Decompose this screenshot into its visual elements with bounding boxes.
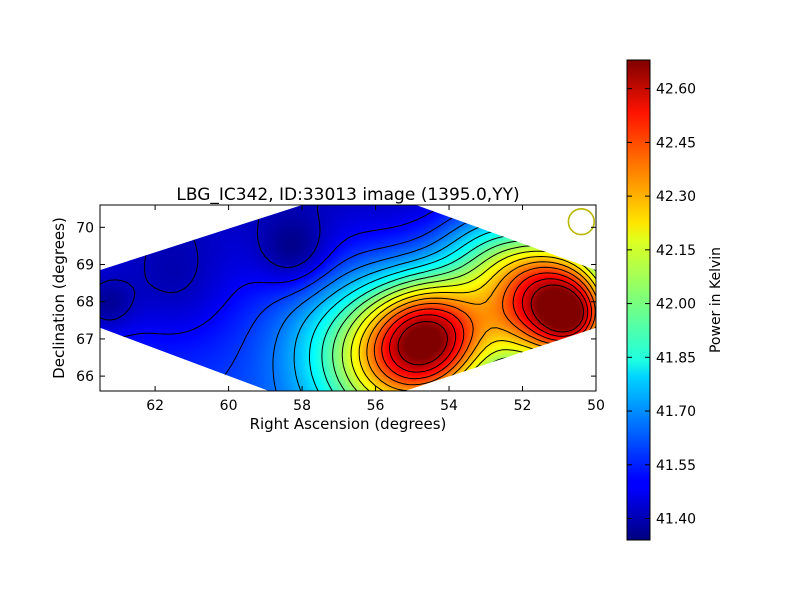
power-heatmap xyxy=(100,205,596,391)
contour-line-14 xyxy=(389,278,589,373)
x-tick-label: 50 xyxy=(587,398,605,414)
x-axis: 62 60 58 56 54 52 50 xyxy=(146,205,605,414)
y-axis: 66 67 68 69 70 xyxy=(76,220,596,385)
x-tick-label: 62 xyxy=(146,398,164,414)
x-axis-label: Right Ascension (degrees) xyxy=(250,415,447,433)
colorbar-tick-label: 41.85 xyxy=(656,350,696,366)
contour-line-15 xyxy=(397,284,585,366)
y-tick-label: 69 xyxy=(76,258,94,274)
colorbar-tick-label: 42.00 xyxy=(656,297,696,313)
y-tick-label: 70 xyxy=(76,220,94,236)
colorbar-tick-label: 41.55 xyxy=(656,458,696,474)
colorbar-tick-label: 41.70 xyxy=(656,404,696,420)
y-axis-label: Declination (degrees) xyxy=(50,217,68,379)
colorbar-gradient xyxy=(626,59,651,541)
beam-circle xyxy=(567,208,595,236)
colorbar-tick-label: 42.15 xyxy=(656,243,696,259)
y-tick-label: 67 xyxy=(76,332,94,348)
y-tick-label: 68 xyxy=(76,295,94,311)
chart-title: LBG_IC342, ID:33013 image (1395.0,YY) xyxy=(176,185,519,205)
colorbar-label: Power in Kelvin xyxy=(708,247,724,353)
x-tick-label: 54 xyxy=(440,398,458,414)
colorbar: 42.60 42.45 42.30 42.15 42.00 41.85 41.70 41.55… xyxy=(626,59,724,541)
colorbar-tick-label: 42.30 xyxy=(656,189,696,205)
colorbar-tick-label: 42.45 xyxy=(656,135,696,151)
x-tick-label: 58 xyxy=(293,398,311,414)
contour-line-11 xyxy=(366,261,596,391)
x-tick-label: 56 xyxy=(367,398,385,414)
colorbar-tick-label: 41.40 xyxy=(656,512,696,528)
plot-area: 62 60 58 56 54 52 50 66 67 68 69 70 xyxy=(76,204,605,414)
y-tick-label: 66 xyxy=(76,369,94,385)
colorbar-tick-label: 42.60 xyxy=(656,82,696,98)
colorbar-ticks: 42.60 42.45 42.30 42.15 42.00 41.85 41.70 41.55… xyxy=(627,82,696,528)
x-tick-label: 60 xyxy=(220,398,238,414)
axes-frame xyxy=(99,204,597,392)
contour-line-13 xyxy=(381,272,593,380)
x-tick-label: 52 xyxy=(514,398,532,414)
